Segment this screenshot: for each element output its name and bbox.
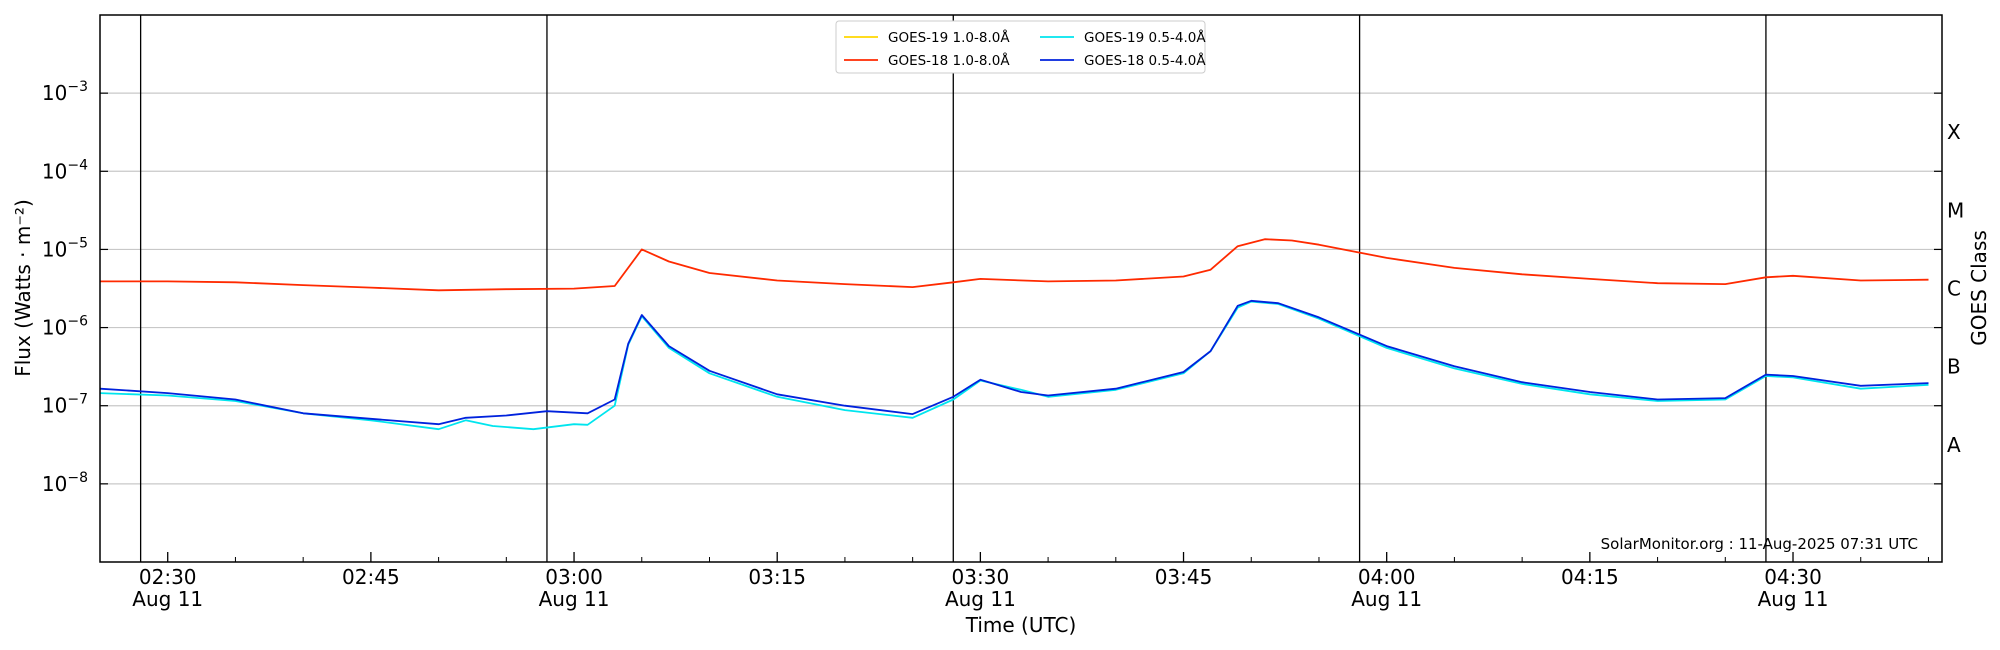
x-tick-date-4: Aug 11 (945, 587, 1016, 611)
goes-class-axis: A B C M X (1947, 120, 1964, 457)
x-tick-date-6: Aug 11 (1351, 587, 1422, 611)
legend-entries: GOES-19 1.0-8.0Å GOES-18 1.0-8.0Å GOES-19 … (844, 29, 1206, 69)
y-axis: 10−8 10−7 10−6 10−5 10−4 10−3 (42, 79, 1942, 496)
x-tick-label-0: 02:30 (139, 565, 197, 589)
y-tick-label-0: 10−8 (42, 470, 88, 496)
credit-text: SolarMonitor.org : 11-Aug-2025 07:31 UTC (1601, 535, 1918, 553)
x-tick-label-2: 03:00 (545, 565, 603, 589)
x-tick-label-6: 04:00 (1358, 565, 1416, 589)
y-tick-label-3: 10−5 (42, 235, 88, 261)
series-layer (99, 238, 1929, 431)
legend-label-3: GOES-18 0.5-4.0Å (1084, 52, 1206, 69)
x-tick-date-8: Aug 11 (1758, 587, 1829, 611)
x-tick-date-2: Aug 11 (539, 587, 610, 611)
x-tick-label-4: 03:30 (952, 565, 1010, 589)
goes-class-label-c: C (1947, 277, 1961, 301)
legend-label-0: GOES-19 1.0-8.0Å (888, 29, 1010, 46)
grid-layer (100, 92, 1942, 485)
x-tick-label-1: 02:45 (342, 565, 400, 589)
legend-box (835, 20, 1206, 74)
series-line-2 (99, 300, 1929, 431)
y-tick-label-2: 10−6 (42, 314, 88, 340)
series-line-3 (99, 299, 1929, 426)
series-line-1 (100, 238, 1929, 292)
y-tick-label-1: 10−7 (42, 392, 88, 418)
x-tick-label-7: 04:15 (1561, 565, 1619, 589)
y-tick-label-5: 10−3 (42, 79, 88, 105)
vertical-lines-layer (139, 15, 1767, 562)
x-tick-label-5: 03:45 (1155, 565, 1213, 589)
x-tick-label-3: 03:15 (748, 565, 806, 589)
y-tick-label-4: 10−4 (42, 157, 88, 183)
legend-label-1: GOES-18 1.0-8.0Å (888, 52, 1010, 69)
x-axis-title: Time (UTC) (965, 613, 1077, 637)
goes-class-label-m: M (1947, 198, 1964, 222)
plot-frame (99, 14, 1943, 563)
x-tick-label-8: 04:30 (1764, 565, 1822, 589)
legend-label-2: GOES-19 0.5-4.0Å (1084, 29, 1206, 46)
right-axis-title: GOES Class (1967, 230, 1991, 346)
y-axis-title: Flux (Watts · m⁻²) (11, 199, 35, 377)
goes-class-label-x: X (1947, 120, 1961, 144)
goes-class-label-b: B (1947, 355, 1961, 379)
legend: GOES-19 1.0-8.0Å GOES-18 1.0-8.0Å GOES-19 … (835, 20, 1206, 74)
x-tick-date-0: Aug 11 (132, 587, 203, 611)
goes-class-label-a: A (1947, 433, 1961, 457)
